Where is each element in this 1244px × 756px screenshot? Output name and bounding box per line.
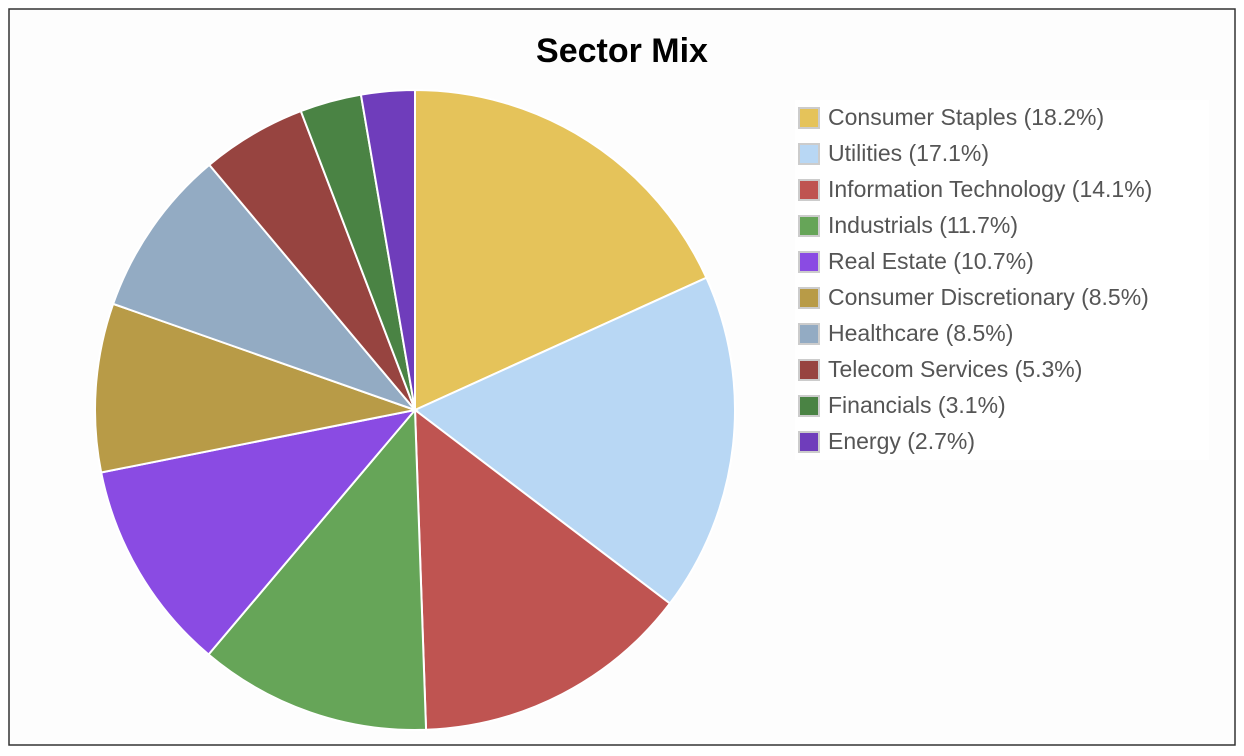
legend-label: Healthcare (8.5%) xyxy=(828,320,1013,346)
legend-swatch xyxy=(798,395,820,417)
legend-swatch xyxy=(798,143,820,165)
pie-slice xyxy=(99,408,418,656)
pie-slice xyxy=(413,276,736,605)
legend-swatch xyxy=(798,431,820,453)
legend-label: Consumer Staples (18.2%) xyxy=(828,104,1104,130)
pie-slice xyxy=(207,407,428,731)
legend-swatch xyxy=(798,251,820,273)
legend-swatch xyxy=(798,179,820,201)
legend-box xyxy=(795,100,1209,460)
legend-swatch xyxy=(798,287,820,309)
legend-label: Consumer Discretionary (8.5%) xyxy=(828,284,1149,310)
pie-slice xyxy=(413,407,672,731)
legend-swatch xyxy=(798,323,820,345)
legend-swatch xyxy=(798,215,820,237)
legend-label: Energy (2.7%) xyxy=(828,428,975,454)
pie-slice xyxy=(111,163,419,413)
chart-title: Sector Mix xyxy=(536,32,708,70)
legend-label: Information Technology (14.1%) xyxy=(828,176,1152,202)
legend-swatch xyxy=(798,359,820,381)
legend-label: Financials (3.1%) xyxy=(828,392,1006,418)
pie-slice xyxy=(414,88,708,412)
legend-swatch xyxy=(798,107,820,129)
legend-label: Real Estate (10.7%) xyxy=(828,248,1034,274)
legend-label: Utilities (17.1%) xyxy=(828,140,989,166)
pie-slice xyxy=(94,302,419,474)
legend-label: Industrials (11.7%) xyxy=(828,212,1018,238)
pie-slice xyxy=(359,88,416,411)
legend-label: Telecom Services (5.3%) xyxy=(828,356,1082,382)
